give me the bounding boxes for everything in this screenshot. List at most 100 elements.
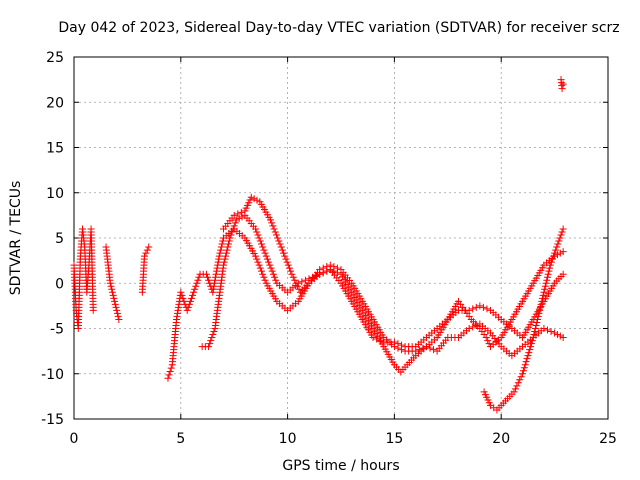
data-point — [546, 264, 554, 272]
data-point — [289, 273, 297, 281]
data-point — [278, 246, 286, 254]
data-point — [479, 303, 487, 311]
data-point — [284, 261, 292, 269]
data-point — [269, 270, 277, 278]
data-point — [298, 278, 306, 286]
data-point — [261, 249, 269, 257]
data-point — [472, 321, 480, 329]
y-axis-label: SDTVAR / TECUs — [8, 181, 24, 296]
data-point — [543, 276, 551, 284]
data-point — [179, 294, 187, 302]
data-point — [107, 282, 115, 290]
axis-ticks — [73, 56, 609, 420]
data-point — [180, 297, 188, 305]
data-point — [255, 261, 263, 269]
data-point — [558, 85, 566, 93]
data-point — [214, 261, 222, 269]
data-point — [210, 279, 218, 287]
data-point — [223, 246, 231, 254]
data-point — [261, 276, 269, 284]
data-point — [535, 309, 543, 317]
data-point — [178, 291, 186, 299]
data-point — [529, 334, 537, 342]
data-point — [143, 246, 151, 254]
data-point — [415, 346, 423, 354]
data-point — [210, 282, 218, 290]
data-point — [556, 234, 564, 242]
data-point — [221, 255, 229, 263]
data-point — [220, 258, 228, 266]
data-point — [259, 270, 267, 278]
data-point — [330, 263, 338, 271]
data-point — [280, 249, 288, 257]
data-point — [115, 315, 123, 323]
data-point — [164, 374, 172, 382]
data-point — [547, 328, 555, 336]
data-point — [213, 267, 221, 275]
data-point — [215, 255, 223, 263]
data-point — [277, 243, 285, 251]
data-point — [257, 267, 265, 275]
data-point — [165, 371, 173, 379]
data-point — [225, 237, 233, 245]
data-point — [217, 246, 225, 254]
data-point — [536, 306, 544, 314]
data-point — [113, 309, 121, 317]
data-point — [230, 211, 238, 219]
data-point — [520, 364, 528, 372]
data-point — [483, 305, 491, 313]
data-point — [534, 312, 542, 320]
data-point — [195, 273, 203, 281]
data-point — [111, 297, 119, 305]
data-point — [559, 225, 567, 233]
data-point — [219, 237, 227, 245]
data-point — [114, 312, 122, 320]
data-point — [291, 276, 299, 284]
data-point — [333, 264, 341, 272]
data-point — [256, 264, 264, 272]
data-point — [541, 285, 549, 293]
data-point — [537, 300, 545, 308]
data-point — [521, 361, 529, 369]
data-point — [323, 263, 331, 271]
data-point — [218, 240, 226, 248]
data-point — [540, 325, 548, 332]
data-point — [285, 264, 293, 272]
data-point — [225, 240, 233, 248]
data-point — [545, 267, 553, 275]
series-track-c — [164, 225, 567, 382]
data-point — [547, 258, 555, 266]
series-track-e — [220, 193, 567, 355]
data-point — [194, 276, 202, 284]
data-point — [190, 288, 198, 296]
x-axis-label: GPS time / hours — [282, 458, 399, 474]
data-point — [214, 258, 222, 266]
data-point — [482, 334, 490, 342]
data-point — [184, 303, 192, 311]
data-point — [252, 225, 260, 233]
data-point — [281, 252, 289, 260]
data-point — [253, 196, 261, 204]
data-point — [553, 251, 561, 259]
data-point — [516, 376, 524, 384]
data-point — [234, 210, 242, 218]
data-point — [272, 276, 280, 284]
data-point — [465, 325, 473, 332]
data-point — [282, 255, 290, 263]
data-point — [472, 303, 480, 311]
data-point — [89, 306, 97, 314]
data-point — [192, 282, 200, 290]
data-point — [546, 261, 554, 269]
data-point — [210, 328, 218, 336]
data-point — [271, 273, 279, 281]
data-point — [543, 326, 551, 334]
data-point — [207, 337, 215, 345]
data-point — [524, 352, 532, 360]
data-point — [260, 273, 268, 281]
data-point — [469, 323, 477, 331]
data-point — [550, 252, 558, 260]
data-point — [216, 249, 224, 257]
data-point — [276, 240, 284, 248]
data-point — [541, 282, 549, 290]
